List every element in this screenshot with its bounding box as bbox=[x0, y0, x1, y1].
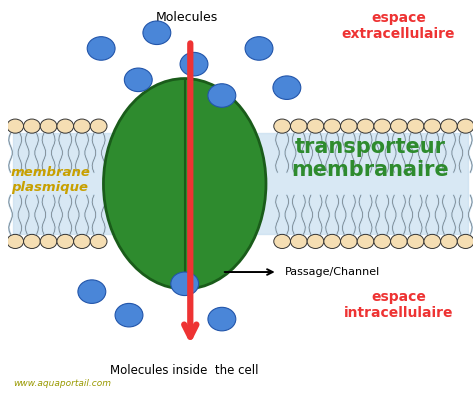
Circle shape bbox=[407, 234, 424, 248]
Circle shape bbox=[307, 119, 324, 133]
Circle shape bbox=[171, 272, 199, 295]
Circle shape bbox=[307, 234, 324, 248]
Circle shape bbox=[115, 303, 143, 327]
Circle shape bbox=[57, 234, 73, 248]
Text: Molecules inside  the cell: Molecules inside the cell bbox=[110, 364, 259, 377]
Circle shape bbox=[407, 119, 424, 133]
Text: Passage/Channel: Passage/Channel bbox=[284, 267, 380, 277]
Circle shape bbox=[291, 234, 307, 248]
Text: espace
intracellulaire: espace intracellulaire bbox=[344, 290, 453, 320]
Circle shape bbox=[391, 119, 407, 133]
Circle shape bbox=[391, 234, 407, 248]
Circle shape bbox=[274, 119, 291, 133]
Bar bbox=[13, 133, 468, 234]
Circle shape bbox=[273, 76, 301, 100]
Circle shape bbox=[324, 234, 340, 248]
Circle shape bbox=[291, 119, 307, 133]
Ellipse shape bbox=[103, 79, 266, 289]
Circle shape bbox=[374, 119, 391, 133]
Circle shape bbox=[424, 119, 441, 133]
Circle shape bbox=[90, 119, 107, 133]
Circle shape bbox=[374, 234, 391, 248]
Circle shape bbox=[441, 234, 457, 248]
Circle shape bbox=[78, 280, 106, 303]
Circle shape bbox=[7, 234, 24, 248]
Circle shape bbox=[24, 234, 40, 248]
Text: www.aquaportail.com: www.aquaportail.com bbox=[13, 379, 111, 388]
Circle shape bbox=[424, 234, 441, 248]
Circle shape bbox=[357, 119, 374, 133]
Circle shape bbox=[124, 68, 152, 92]
Text: espace
extracellulaire: espace extracellulaire bbox=[342, 11, 455, 41]
Circle shape bbox=[274, 234, 291, 248]
Circle shape bbox=[457, 119, 474, 133]
Text: transporteur
membranaire: transporteur membranaire bbox=[292, 137, 449, 180]
Circle shape bbox=[57, 119, 73, 133]
Circle shape bbox=[7, 119, 24, 133]
Circle shape bbox=[441, 119, 457, 133]
Circle shape bbox=[143, 21, 171, 45]
Circle shape bbox=[24, 119, 40, 133]
Circle shape bbox=[457, 234, 474, 248]
Circle shape bbox=[180, 53, 208, 76]
Circle shape bbox=[87, 37, 115, 60]
Circle shape bbox=[40, 234, 57, 248]
Text: Molecules: Molecules bbox=[156, 11, 218, 24]
Circle shape bbox=[324, 119, 340, 133]
Circle shape bbox=[73, 119, 91, 133]
Circle shape bbox=[245, 37, 273, 60]
Circle shape bbox=[90, 234, 107, 248]
Circle shape bbox=[340, 119, 357, 133]
Text: membrane
plasmique: membrane plasmique bbox=[10, 166, 90, 194]
Circle shape bbox=[208, 84, 236, 107]
Circle shape bbox=[357, 234, 374, 248]
Circle shape bbox=[73, 234, 91, 248]
Circle shape bbox=[40, 119, 57, 133]
Circle shape bbox=[208, 307, 236, 331]
Circle shape bbox=[340, 234, 357, 248]
